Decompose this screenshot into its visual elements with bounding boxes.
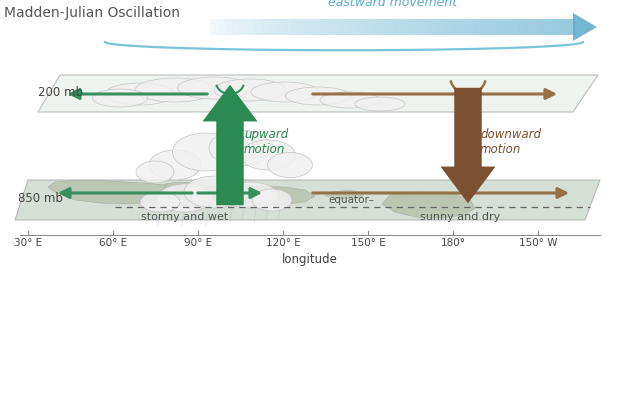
Bar bbox=[261, 19, 268, 35]
Bar bbox=[327, 19, 334, 35]
Bar bbox=[312, 19, 319, 35]
Bar bbox=[539, 19, 546, 35]
Bar bbox=[217, 19, 224, 35]
Bar bbox=[210, 19, 217, 35]
Ellipse shape bbox=[267, 152, 312, 178]
Bar bbox=[546, 19, 553, 35]
Polygon shape bbox=[48, 180, 185, 204]
Polygon shape bbox=[165, 182, 220, 202]
Ellipse shape bbox=[157, 184, 213, 212]
Text: upward
motion: upward motion bbox=[244, 128, 288, 156]
Bar bbox=[553, 19, 560, 35]
Text: longitude: longitude bbox=[282, 253, 338, 266]
Polygon shape bbox=[573, 13, 597, 41]
Bar bbox=[268, 19, 276, 35]
Ellipse shape bbox=[251, 82, 319, 102]
Bar bbox=[487, 19, 495, 35]
Text: sunny and dry: sunny and dry bbox=[420, 212, 500, 222]
Text: 90° E: 90° E bbox=[184, 238, 212, 248]
Text: Madden-Julian Oscillation: Madden-Julian Oscillation bbox=[4, 6, 180, 20]
Bar bbox=[473, 19, 480, 35]
Bar bbox=[392, 19, 400, 35]
Ellipse shape bbox=[355, 97, 405, 111]
Bar bbox=[254, 19, 261, 35]
Text: 150° E: 150° E bbox=[351, 238, 386, 248]
Text: 180°: 180° bbox=[440, 238, 466, 248]
Bar bbox=[356, 19, 363, 35]
Polygon shape bbox=[215, 186, 315, 205]
Bar bbox=[319, 19, 327, 35]
Bar bbox=[276, 19, 283, 35]
Bar bbox=[378, 19, 385, 35]
Bar bbox=[414, 19, 422, 35]
Polygon shape bbox=[38, 75, 598, 112]
Bar bbox=[224, 19, 232, 35]
Ellipse shape bbox=[105, 83, 175, 105]
Ellipse shape bbox=[252, 189, 292, 211]
Bar bbox=[363, 19, 371, 35]
Text: equator–: equator– bbox=[328, 195, 374, 205]
Bar bbox=[422, 19, 429, 35]
Polygon shape bbox=[382, 192, 475, 218]
Bar bbox=[443, 19, 451, 35]
Ellipse shape bbox=[320, 92, 380, 108]
Bar bbox=[466, 19, 473, 35]
Bar bbox=[239, 19, 247, 35]
Ellipse shape bbox=[209, 130, 271, 166]
Text: 120° E: 120° E bbox=[265, 238, 300, 248]
Bar bbox=[560, 19, 568, 35]
Text: 60° E: 60° E bbox=[99, 238, 127, 248]
Bar bbox=[334, 19, 342, 35]
Polygon shape bbox=[15, 180, 600, 220]
Bar bbox=[400, 19, 407, 35]
Bar bbox=[407, 19, 414, 35]
Bar bbox=[348, 19, 356, 35]
Bar bbox=[305, 19, 312, 35]
Bar bbox=[451, 19, 458, 35]
Ellipse shape bbox=[136, 161, 174, 183]
Text: eastward movement: eastward movement bbox=[328, 0, 457, 9]
Bar bbox=[509, 19, 516, 35]
Bar bbox=[524, 19, 531, 35]
Bar bbox=[290, 19, 298, 35]
Bar bbox=[516, 19, 524, 35]
Text: 150° W: 150° W bbox=[519, 238, 557, 248]
Ellipse shape bbox=[184, 176, 246, 208]
Ellipse shape bbox=[177, 77, 252, 99]
Text: stormy and wet: stormy and wet bbox=[141, 212, 229, 222]
Text: 30° E: 30° E bbox=[14, 238, 42, 248]
Bar bbox=[283, 19, 290, 35]
Bar bbox=[429, 19, 436, 35]
Polygon shape bbox=[325, 190, 365, 199]
Ellipse shape bbox=[285, 87, 350, 105]
Bar bbox=[495, 19, 502, 35]
Bar bbox=[342, 19, 348, 35]
Bar bbox=[480, 19, 487, 35]
Text: 200 mb: 200 mb bbox=[38, 86, 83, 99]
Bar bbox=[371, 19, 378, 35]
Ellipse shape bbox=[92, 89, 148, 107]
Text: 850 mb: 850 mb bbox=[18, 192, 63, 205]
Bar bbox=[531, 19, 539, 35]
Ellipse shape bbox=[135, 78, 215, 102]
Text: downward
motion: downward motion bbox=[480, 128, 541, 156]
Bar bbox=[247, 19, 254, 35]
Ellipse shape bbox=[223, 182, 278, 208]
Bar bbox=[502, 19, 509, 35]
Bar bbox=[385, 19, 392, 35]
Ellipse shape bbox=[214, 79, 286, 101]
Ellipse shape bbox=[149, 150, 201, 180]
Bar bbox=[298, 19, 305, 35]
Bar bbox=[568, 19, 575, 35]
Ellipse shape bbox=[140, 192, 180, 212]
Bar bbox=[232, 19, 239, 35]
Ellipse shape bbox=[172, 133, 237, 171]
Bar bbox=[436, 19, 443, 35]
Ellipse shape bbox=[241, 140, 296, 170]
Bar bbox=[458, 19, 466, 35]
